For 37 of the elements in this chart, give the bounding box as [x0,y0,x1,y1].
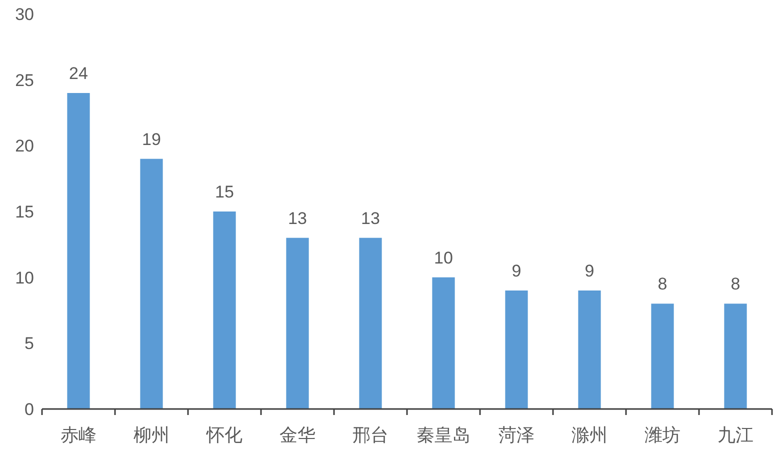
bar [359,238,382,409]
bar [724,304,747,409]
bar [432,277,455,409]
x-tick-label: 菏泽 [498,425,534,445]
data-label: 24 [69,64,88,83]
y-tick-label: 15 [15,202,34,222]
y-tick-label: 20 [15,136,34,156]
data-label: 13 [361,208,380,228]
bar [505,290,528,409]
bar [651,304,674,409]
y-tick-label: 10 [15,268,34,288]
x-tick-label: 邢台 [352,425,388,445]
bar [578,290,601,409]
data-label: 8 [658,274,668,294]
y-tick-label: 25 [15,70,34,90]
x-tick-label: 金华 [280,425,316,445]
y-tick-label: 5 [24,334,34,354]
data-label: 8 [730,274,740,294]
bar [286,238,309,409]
x-tick-label: 九江 [718,425,754,445]
x-tick-label: 滁州 [572,425,608,445]
y-tick-label: 0 [24,400,34,419]
data-label: 15 [215,182,234,202]
x-tick-label: 潍坊 [644,425,680,445]
bar [140,158,163,409]
bar [213,212,236,409]
data-label: 10 [434,248,453,268]
x-tick-label: 柳州 [134,425,170,445]
x-tick-label: 怀化 [206,425,242,445]
data-label: 9 [512,262,522,280]
data-label: 19 [142,130,161,149]
bar [67,93,90,409]
y-tick-label: 30 [15,5,34,24]
data-label: 9 [584,262,594,280]
x-tick-label: 赤峰 [60,425,96,445]
x-tick-label: 秦皇岛 [416,425,470,445]
data-label: 13 [288,208,307,228]
